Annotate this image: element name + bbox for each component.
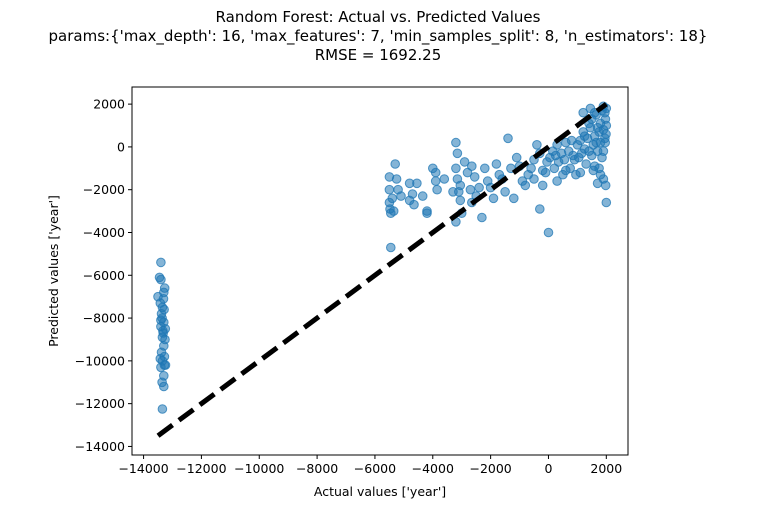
y-tick-label: −14000 bbox=[75, 439, 125, 454]
scatter-point bbox=[451, 137, 461, 148]
scatter-point bbox=[543, 227, 554, 238]
x-axis-label: Actual values ['year'] bbox=[314, 484, 446, 499]
scatter-point bbox=[601, 129, 611, 139]
scatter-point bbox=[159, 371, 169, 381]
scatter-point bbox=[439, 174, 450, 184]
scatter-point bbox=[488, 193, 499, 204]
scatter-point bbox=[568, 150, 578, 161]
scatter-point bbox=[552, 176, 562, 186]
scatter-point bbox=[575, 167, 586, 178]
scatter-point bbox=[503, 133, 513, 144]
reference-line bbox=[156, 102, 608, 438]
x-tick-label: 0 bbox=[544, 461, 552, 476]
scatter-point bbox=[156, 274, 166, 285]
x-axis-ticks: −14000 −12000 −10000 −8000 −6000 −4000 −2000 0 2… bbox=[118, 455, 622, 476]
scatter-point bbox=[520, 180, 531, 191]
y-tick-label: −2000 bbox=[83, 182, 125, 197]
x-tick-label: −8000 bbox=[296, 461, 338, 476]
scatter-point bbox=[430, 176, 441, 186]
scatter-point bbox=[156, 257, 166, 268]
scatter-point bbox=[540, 167, 551, 178]
scatter-point bbox=[448, 187, 458, 197]
plot-frame bbox=[131, 86, 629, 456]
scatter-point bbox=[535, 204, 545, 214]
scatter-point bbox=[459, 157, 470, 167]
scatter-point bbox=[390, 159, 401, 169]
scatter-point bbox=[412, 178, 422, 189]
scatter-point bbox=[598, 146, 609, 156]
y-tick-label: −10000 bbox=[75, 353, 125, 368]
scatter-point bbox=[430, 167, 441, 178]
x-tick-label: −2000 bbox=[469, 461, 511, 476]
scatter-point bbox=[474, 182, 484, 193]
scatter-point bbox=[387, 193, 398, 204]
x-tick-label: −6000 bbox=[354, 461, 396, 476]
scatter-point bbox=[386, 242, 396, 253]
scatter-point bbox=[384, 184, 395, 195]
y-tick-label: −12000 bbox=[75, 396, 125, 411]
chart-title-line-1: Random Forest: Actual vs. Predicted Valu… bbox=[216, 8, 541, 26]
chart-title-line-3: RMSE = 1692.25 bbox=[315, 46, 442, 64]
scatter-point bbox=[417, 191, 428, 201]
scatter-point bbox=[592, 122, 603, 133]
y-axis-label: Predicted values ['year'] bbox=[46, 195, 61, 347]
scatter-point bbox=[600, 114, 611, 124]
y-tick-label: −6000 bbox=[83, 268, 125, 283]
scatter-point bbox=[491, 159, 502, 169]
scatter-point bbox=[396, 191, 406, 201]
x-tick-label: −12000 bbox=[176, 461, 226, 476]
scatter-point bbox=[157, 302, 168, 313]
y-tick-label: 2000 bbox=[93, 97, 125, 112]
scatter-point bbox=[600, 137, 611, 148]
scatter-point bbox=[422, 208, 432, 218]
x-tick-label: −10000 bbox=[234, 461, 284, 476]
scatter-point bbox=[157, 404, 168, 414]
scatter-point bbox=[601, 197, 612, 208]
scatter-point bbox=[523, 169, 534, 180]
scatter-point bbox=[451, 163, 461, 174]
scatter-point bbox=[465, 184, 476, 195]
scatter-point bbox=[509, 193, 519, 204]
scatter-point bbox=[537, 180, 548, 191]
scatter-point bbox=[578, 107, 589, 118]
scatter-point bbox=[480, 163, 490, 174]
scatter-point bbox=[467, 161, 477, 171]
scatter-point bbox=[532, 140, 542, 150]
scatter-point bbox=[158, 326, 168, 336]
scatter-point bbox=[511, 152, 522, 163]
scatter-point bbox=[579, 131, 590, 141]
scatter-point bbox=[391, 174, 402, 184]
x-tick-label: −14000 bbox=[118, 461, 168, 476]
scatter-point bbox=[432, 184, 442, 195]
scatter-point bbox=[595, 169, 606, 180]
scatter-point bbox=[455, 180, 466, 191]
scatter-point bbox=[500, 187, 510, 197]
x-tick-label: −4000 bbox=[412, 461, 454, 476]
scatter-point bbox=[559, 154, 570, 165]
scatter-point bbox=[388, 206, 399, 216]
scatter-point bbox=[404, 195, 415, 206]
scatter-point bbox=[591, 137, 602, 148]
scatter-point bbox=[581, 159, 591, 169]
y-tick-label: −8000 bbox=[83, 311, 125, 326]
y-tick-label: 0 bbox=[117, 139, 125, 154]
y-tick-label: −4000 bbox=[83, 225, 125, 240]
scatter-point bbox=[159, 283, 170, 293]
scatter-point bbox=[160, 334, 170, 345]
scatter-point bbox=[452, 148, 463, 159]
scatter-point bbox=[159, 351, 170, 362]
scatter-point bbox=[469, 172, 480, 182]
x-tick-label: 2000 bbox=[590, 461, 622, 476]
scatter-point bbox=[455, 195, 466, 206]
scatter-point bbox=[477, 212, 487, 223]
y-axis-ticks: 2000 0 −2000 −4000 −6000 −8000 −10000 −12000 −14… bbox=[75, 97, 132, 454]
reference-line-layer bbox=[156, 102, 608, 438]
scatter-point bbox=[600, 180, 611, 191]
scatter-point bbox=[159, 381, 169, 392]
scatter-points bbox=[153, 101, 612, 414]
chart-title-line-2: params:{'max_depth': 16, 'max_features':… bbox=[49, 27, 708, 46]
scatter-point bbox=[561, 165, 571, 176]
scatter-point bbox=[156, 315, 166, 326]
